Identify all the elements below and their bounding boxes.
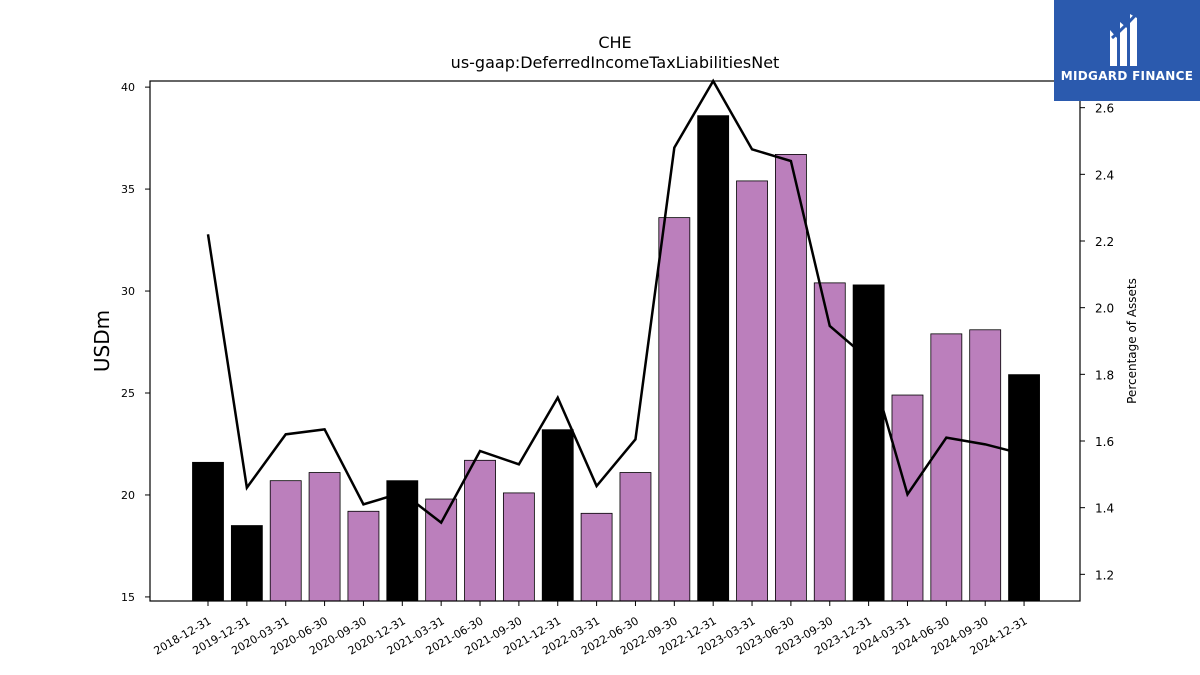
y2-tick-label: 1.4 [1095,502,1114,516]
bar-2023-09-30 [813,282,846,602]
y2-tick-label: 1.2 [1095,568,1114,582]
bar-2020-09-30 [347,510,380,602]
bar-2021-06-30 [464,459,496,602]
bar-2024-12-31 [1008,374,1040,602]
left-axis-ticks: 15 20 25 30 35 40 [121,81,150,604]
y-axis-label: USDm [90,310,114,372]
bar-2022-03-31 [580,512,613,602]
y2-tick-label: 2.4 [1095,168,1114,182]
bar-2023-12-31 [852,284,885,602]
bar-2024-09-30 [969,329,1002,602]
y-tick-label: 15 [121,591,135,604]
bar-2022-06-30 [619,472,652,602]
y2-tick-label: 1.6 [1095,435,1114,449]
bars-group [192,115,1040,602]
y2-tick-label: 1.8 [1095,368,1114,382]
bar-2020-06-30 [308,472,341,602]
bar-2024-06-30 [930,333,963,602]
y-tick-label: 25 [121,387,135,400]
bar-2023-06-30 [775,154,807,602]
y2-tick-label: 2.6 [1095,102,1114,116]
y2-tick-label: 2.0 [1095,302,1114,316]
bar-2022-12-31 [697,115,730,602]
line-group [206,78,1025,525]
x-axis-ticks: 2018-12-312019-12-312020-03-312020-06-30… [152,601,1030,658]
bar-2020-03-31 [269,480,302,602]
y-tick-label: 30 [121,285,135,298]
brand-logo: MIDGARD FINANCE [1054,0,1200,101]
bar-2021-12-31 [541,429,574,602]
bar-2018-12-31 [192,461,224,602]
y2-axis-label: Percentage of Assets [1125,278,1139,404]
brand-name: MIDGARD FINANCE [1060,69,1194,83]
right-axis-ticks: 1.2 1.4 1.6 1.8 2.0 2.2 2.4 2.6 [1080,102,1114,582]
bar-2020-12-31 [386,480,419,602]
bar-2024-03-31 [891,394,924,602]
pct-assets-line [206,78,1025,525]
y-tick-label: 35 [121,183,135,196]
chart-subtitle: us-gaap:DeferredIncomeTaxLiabilitiesNet [451,53,780,72]
plot-frame [149,80,1081,602]
y2-tick-label: 2.2 [1095,235,1114,249]
bar-2019-12-31 [230,525,263,602]
chart-title: CHE [598,33,631,52]
bar-2023-03-31 [736,180,768,602]
bar-2022-09-30 [658,217,691,602]
y-tick-label: 20 [121,489,135,502]
midgard-logo-icon [1110,9,1142,66]
bar-2021-09-30 [502,492,535,602]
y-tick-label: 40 [121,81,135,94]
